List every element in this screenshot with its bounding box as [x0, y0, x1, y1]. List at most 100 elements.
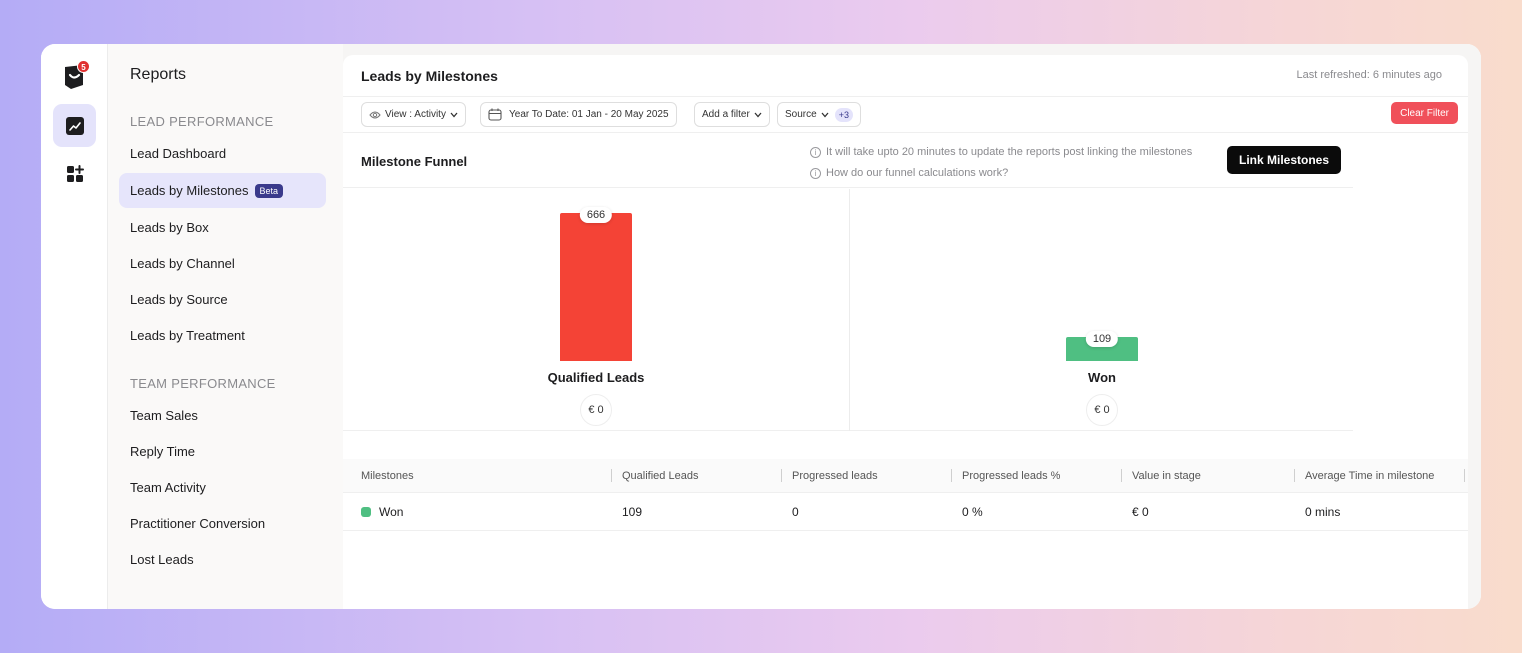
sidebar-item-label: Leads by Box [130, 220, 209, 235]
sidebar-item-leads-by-milestones[interactable]: Leads by Milestones Beta [119, 173, 326, 208]
report-card: Leads by Milestones Last refreshed: 6 mi… [343, 55, 1468, 609]
cell-qualified: 109 [622, 504, 643, 519]
chevron-down-icon [450, 112, 458, 117]
funnel-stage-won: 109 Won € 0 [849, 189, 1355, 431]
filter-bar: View : Activity Year To Date: 01 Jan - 2… [343, 97, 1468, 133]
date-range-label: Year To Date: 01 Jan - 20 May 2025 [509, 109, 669, 120]
col-progressed-leads[interactable]: Progressed leads [792, 469, 878, 482]
col-average-time[interactable]: Average Time in milestone [1305, 469, 1435, 482]
column-separator [1294, 469, 1295, 482]
funnel-stage-qualified-leads: 666 Qualified Leads € 0 [343, 189, 849, 431]
add-widget-icon [66, 164, 84, 182]
chevron-down-icon [754, 112, 762, 117]
icon-rail: 5 [41, 44, 108, 609]
sidebar-item-practitioner-conversion[interactable]: Practitioner Conversion [119, 506, 326, 541]
column-separator [781, 469, 782, 482]
sidebar-item-label: Lost Leads [130, 552, 194, 567]
cell-avg-time: 0 mins [1305, 504, 1341, 519]
column-separator [951, 469, 952, 482]
cell-value: € 0 [1132, 504, 1149, 519]
sidebar-item-leads-by-channel[interactable]: Leads by Channel [119, 246, 326, 281]
sidebar-item-label: Team Activity [130, 480, 206, 495]
funnel-bar-count: 109 [1085, 331, 1119, 347]
table-header: Milestones Qualified Leads Progressed le… [343, 459, 1468, 493]
main-content: Leads by Milestones Last refreshed: 6 mi… [343, 44, 1481, 609]
app-logo-icon[interactable]: 5 [61, 60, 90, 91]
cell-progressed-pct: 0 % [962, 504, 983, 519]
col-qualified-leads[interactable]: Qualified Leads [622, 469, 699, 482]
report-header: Leads by Milestones Last refreshed: 6 mi… [343, 55, 1468, 97]
funnel-bar-won: 109 [1066, 331, 1138, 361]
column-separator [1464, 469, 1465, 482]
link-milestones-button[interactable]: Link Milestones [1227, 146, 1342, 174]
clear-filter-button[interactable]: Clear Filter [1391, 102, 1458, 124]
funnel-stage-name: Qualified Leads [547, 370, 645, 385]
milestones-table: Milestones Qualified Leads Progressed le… [343, 459, 1468, 531]
funnel-help-link[interactable]: i How do our funnel calculations work? [810, 167, 1008, 179]
source-label: Source [785, 109, 817, 120]
last-refreshed: Last refreshed: 6 minutes ago [1296, 69, 1442, 81]
eye-icon [369, 111, 381, 118]
add-filter-label: Add a filter [702, 109, 750, 120]
cell-progressed: 0 [792, 504, 799, 519]
cell-milestone: Won [361, 493, 403, 530]
col-value-in-stage[interactable]: Value in stage [1132, 469, 1201, 482]
table-row[interactable]: Won 109 0 0 % € 0 0 mins [343, 493, 1468, 531]
sidebar-item-label: Practitioner Conversion [130, 516, 266, 531]
column-separator [611, 469, 612, 482]
info-update-text: It will take upto 20 minutes to update t… [826, 146, 1193, 158]
funnel-stage-value: € 0 [1086, 394, 1118, 426]
milestone-funnel-chart: 666 Qualified Leads € 0 109 Won € 0 [343, 189, 1353, 431]
info-update-note: i It will take upto 20 minutes to update… [810, 146, 1192, 158]
funnel-divider [849, 189, 850, 431]
sidebar-item-team-sales[interactable]: Team Sales [119, 398, 326, 433]
page-title: Leads by Milestones [361, 68, 498, 84]
section-lead-performance: LEAD PERFORMANCE [130, 114, 274, 129]
sidebar-title: Reports [130, 66, 187, 83]
funnel-bar-count: 666 [579, 207, 613, 223]
calendar-icon [488, 108, 502, 121]
sidebar-item-team-activity[interactable]: Team Activity [119, 470, 326, 505]
info-icon: i [810, 146, 821, 158]
chevron-down-icon [821, 112, 829, 117]
funnel-help-text: How do our funnel calculations work? [826, 167, 1009, 179]
add-filter-button[interactable]: Add a filter [694, 102, 770, 127]
col-progressed-leads-pct[interactable]: Progressed leads % [962, 469, 1061, 482]
view-selector[interactable]: View : Activity [361, 102, 466, 127]
info-icon: i [810, 167, 821, 179]
sidebar-item-reply-time[interactable]: Reply Time [119, 434, 326, 469]
sidebar-item-leads-by-source[interactable]: Leads by Source [119, 282, 326, 317]
milestone-color-swatch [361, 506, 371, 517]
beta-badge: Beta [254, 183, 284, 198]
sidebar-item-leads-by-box[interactable]: Leads by Box [119, 210, 326, 245]
reports-nav-button[interactable] [53, 104, 96, 147]
sidebar-item-label: Leads by Source [130, 292, 228, 307]
sidebar-item-lead-dashboard[interactable]: Lead Dashboard [119, 136, 326, 171]
col-milestones[interactable]: Milestones [361, 469, 414, 482]
sidebar-item-label: Team Sales [130, 408, 198, 423]
sidebar-item-label: Lead Dashboard [130, 146, 227, 161]
reports-sidebar: Reports LEAD PERFORMANCE Lead Dashboard … [108, 44, 343, 609]
milestone-name: Won [379, 504, 404, 519]
funnel-bar-qualified-leads: 666 [560, 207, 632, 361]
sidebar-item-label: Leads by Channel [130, 256, 235, 271]
funnel-stage-value: € 0 [580, 394, 612, 426]
apps-nav-button[interactable] [53, 152, 96, 195]
source-filter[interactable]: Source +3 [777, 102, 861, 127]
funnel-header: Milestone Funnel i It will take upto 20 … [343, 134, 1353, 188]
notification-badge: 5 [77, 60, 90, 73]
sidebar-item-label: Reply Time [130, 444, 196, 459]
view-label: View : Activity [385, 109, 446, 120]
source-extra-count: +3 [834, 107, 853, 122]
app-window: 5 Reports LEAD PERFORMANCE Lead Dashboar… [41, 44, 1481, 609]
funnel-stage-name: Won [1088, 370, 1116, 385]
section-team-performance: TEAM PERFORMANCE [130, 376, 276, 391]
column-separator [1121, 469, 1122, 482]
sidebar-item-leads-by-treatment[interactable]: Leads by Treatment [119, 318, 326, 353]
sidebar-item-lost-leads[interactable]: Lost Leads [119, 542, 326, 577]
date-range-picker[interactable]: Year To Date: 01 Jan - 20 May 2025 [480, 102, 677, 127]
funnel-title: Milestone Funnel [361, 154, 468, 169]
sidebar-item-label: Leads by Milestones [130, 183, 249, 198]
chart-icon [65, 116, 84, 135]
sidebar-item-label: Leads by Treatment [130, 328, 245, 343]
